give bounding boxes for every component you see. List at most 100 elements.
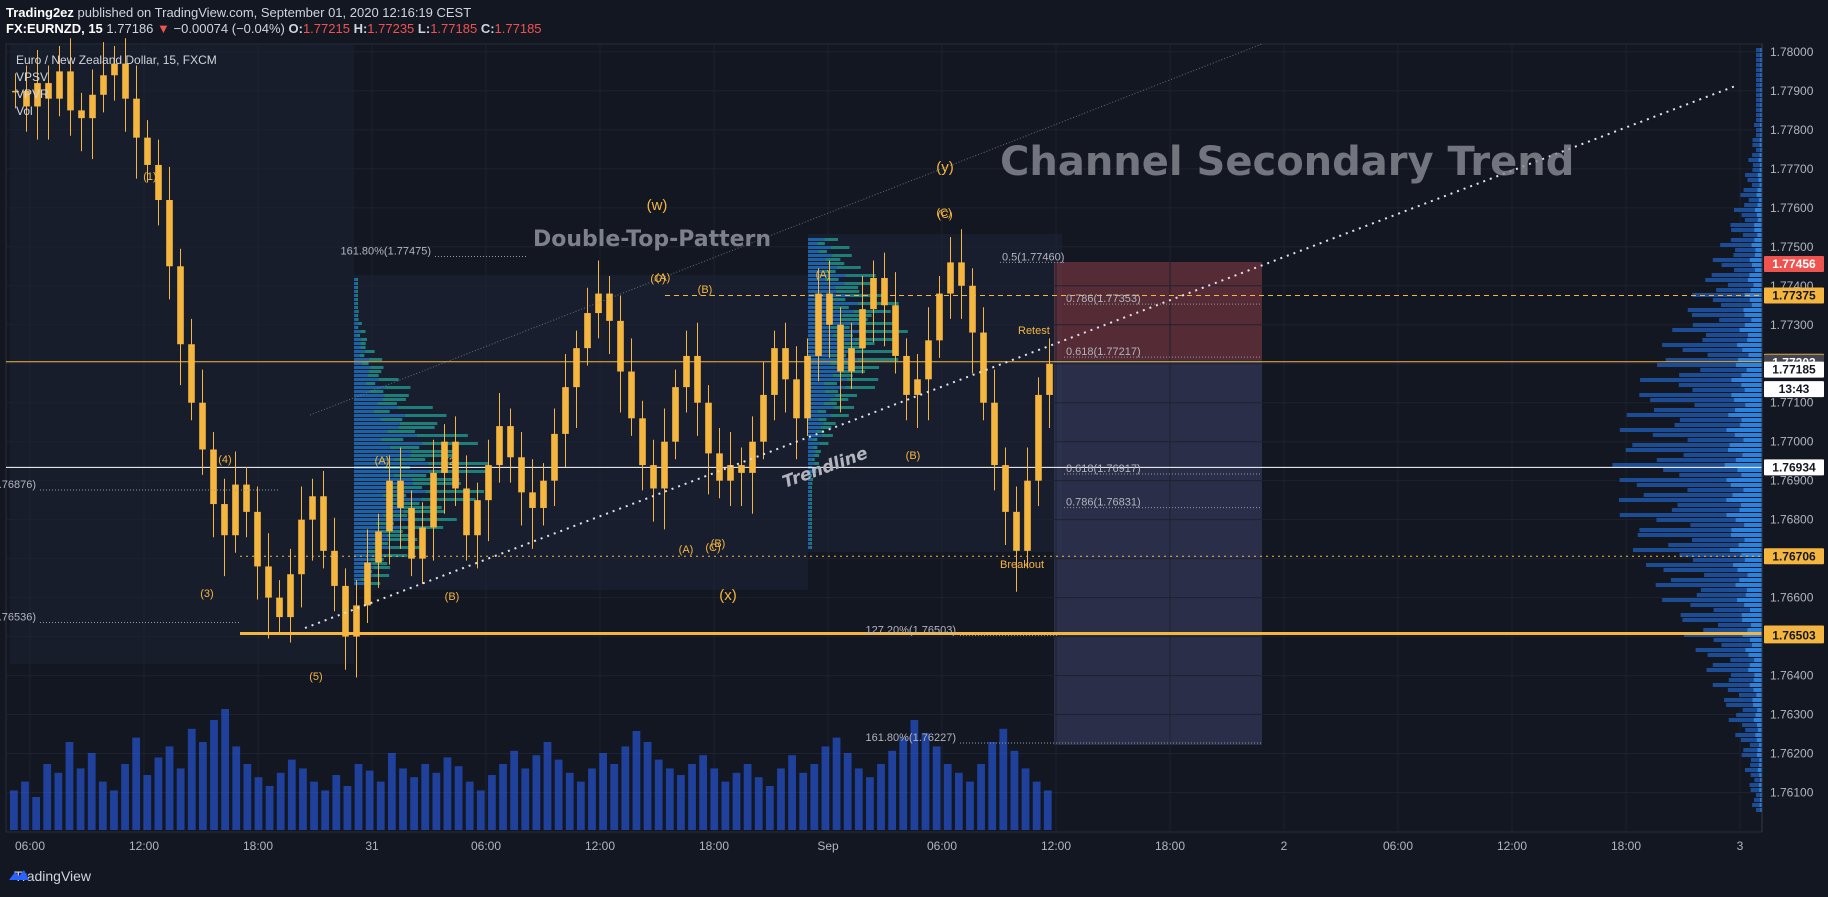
vpvr-bar — [1670, 578, 1740, 582]
vpvr-bar — [1760, 128, 1762, 132]
vp-bar-1 — [356, 318, 359, 321]
candle-body — [529, 492, 536, 508]
vpvr-bar — [1713, 638, 1750, 642]
legend-title[interactable]: Euro / New Zealand Dollar, 15, FXCM — [16, 53, 217, 67]
vpvr-bar — [1728, 678, 1754, 682]
candle-body — [166, 200, 173, 267]
x-tick-label: Sep — [817, 839, 839, 853]
candle-body — [78, 110, 85, 119]
vpvr-bar — [1695, 648, 1746, 652]
vp-bar-1 — [354, 338, 362, 341]
candle-body — [881, 277, 888, 306]
vp-bar-2 — [824, 390, 839, 393]
vp-bar-2 — [808, 530, 811, 533]
price-badge — [1764, 548, 1824, 565]
volume-bar — [921, 733, 930, 830]
wave-label: (C) — [936, 207, 951, 219]
vp-bar-1 — [354, 582, 369, 585]
y-tick-label: 1.77800 — [1770, 123, 1814, 137]
volume-bar — [954, 772, 963, 830]
volume-bar — [721, 781, 730, 830]
target-zone — [1054, 360, 1262, 745]
vpvr-bar — [1757, 173, 1762, 177]
vpvr-bar — [1687, 488, 1744, 492]
volume-bar — [599, 753, 607, 830]
vpvr-bar — [1751, 183, 1760, 187]
x-tick-label: 18:00 — [1611, 839, 1641, 853]
vpvr-bar — [1643, 493, 1733, 497]
candle-body — [408, 507, 415, 559]
vpvr-bar — [1682, 618, 1743, 622]
volume-bar — [443, 757, 452, 830]
vp-bar-2 — [808, 494, 811, 497]
vpvr-bar — [1712, 298, 1750, 302]
vpvr-bar — [1692, 388, 1745, 392]
volume-bar — [532, 755, 541, 830]
vpvr-bar — [1740, 738, 1757, 742]
candle-body — [914, 379, 921, 395]
vp-bar-2 — [808, 378, 847, 381]
vpvr-bar — [1726, 428, 1762, 432]
vp-bar-1 — [373, 574, 390, 577]
vp-bar-1 — [388, 538, 418, 541]
volume-bar — [399, 768, 407, 830]
legend-ind-vpsv[interactable]: VPSV — [16, 70, 49, 84]
vpvr-bar — [1759, 183, 1762, 187]
candle-body — [56, 71, 63, 99]
vp-bar-2 — [814, 462, 819, 465]
brand-label[interactable]: TradingView — [14, 868, 92, 884]
candle-body — [727, 465, 734, 481]
vp-bar-2 — [808, 510, 811, 513]
legend-ind-vpvr[interactable]: VPVR — [16, 87, 49, 101]
vp-bar-1 — [382, 494, 407, 497]
vpvr-bar — [1756, 753, 1762, 757]
symbol-label[interactable]: FX:EURNZD, 15 — [6, 21, 103, 36]
volume-bar — [877, 764, 885, 830]
vp-bar-1 — [356, 302, 358, 305]
vpvr-bar — [1679, 473, 1742, 477]
vpvr-bar — [1760, 778, 1762, 782]
vpvr-bar — [1744, 293, 1762, 297]
ohlc-l-label: L: — [417, 21, 431, 36]
author-name[interactable]: Trading2ez — [6, 5, 74, 20]
vp-bar-2 — [820, 426, 832, 429]
vp-bar-2 — [808, 250, 819, 253]
vpvr-bar — [1665, 358, 1738, 362]
vpvr-bar — [1731, 528, 1762, 532]
vpvr-bar — [1753, 688, 1762, 692]
price-levels — [6, 295, 1762, 635]
vpvr-bar — [1745, 403, 1762, 407]
legend-ind-vol[interactable]: Vol — [16, 104, 33, 118]
vp-bar-1 — [354, 502, 391, 505]
vpvr-bar — [1679, 418, 1742, 422]
volume-bar — [688, 764, 696, 830]
vpvr-bar — [1754, 208, 1762, 212]
vp-bar-2 — [808, 538, 811, 541]
volume-bar — [1032, 781, 1041, 830]
vpvr-bar — [1657, 363, 1736, 367]
fib-label: 0.5(1.77460) — [1002, 251, 1064, 263]
vp-bar-1 — [369, 370, 382, 373]
candle-body — [947, 262, 954, 294]
volume-bar — [866, 777, 874, 830]
vpvr-bar — [1727, 283, 1754, 287]
vpvr-bar — [1756, 133, 1761, 137]
vpvr-bar — [1741, 418, 1762, 422]
vp-bar-1 — [380, 530, 403, 533]
vp-bar-1 — [354, 562, 373, 565]
vpvr-bar — [1760, 113, 1762, 117]
vp-bar-2 — [834, 394, 857, 397]
vpvr-bar — [1760, 88, 1762, 92]
x-tick-label: 31 — [365, 839, 379, 853]
vpvr-bar — [1728, 718, 1754, 722]
vp-bar-1 — [354, 350, 366, 353]
candle-body — [287, 574, 294, 618]
candle-body — [540, 480, 547, 508]
vp-bar-2 — [808, 534, 811, 537]
vp-bar-1 — [354, 478, 412, 481]
vpvr-bar — [1632, 548, 1730, 552]
candle-body — [518, 457, 525, 493]
vpvr-bar — [1726, 498, 1762, 502]
candle-body — [353, 605, 360, 637]
